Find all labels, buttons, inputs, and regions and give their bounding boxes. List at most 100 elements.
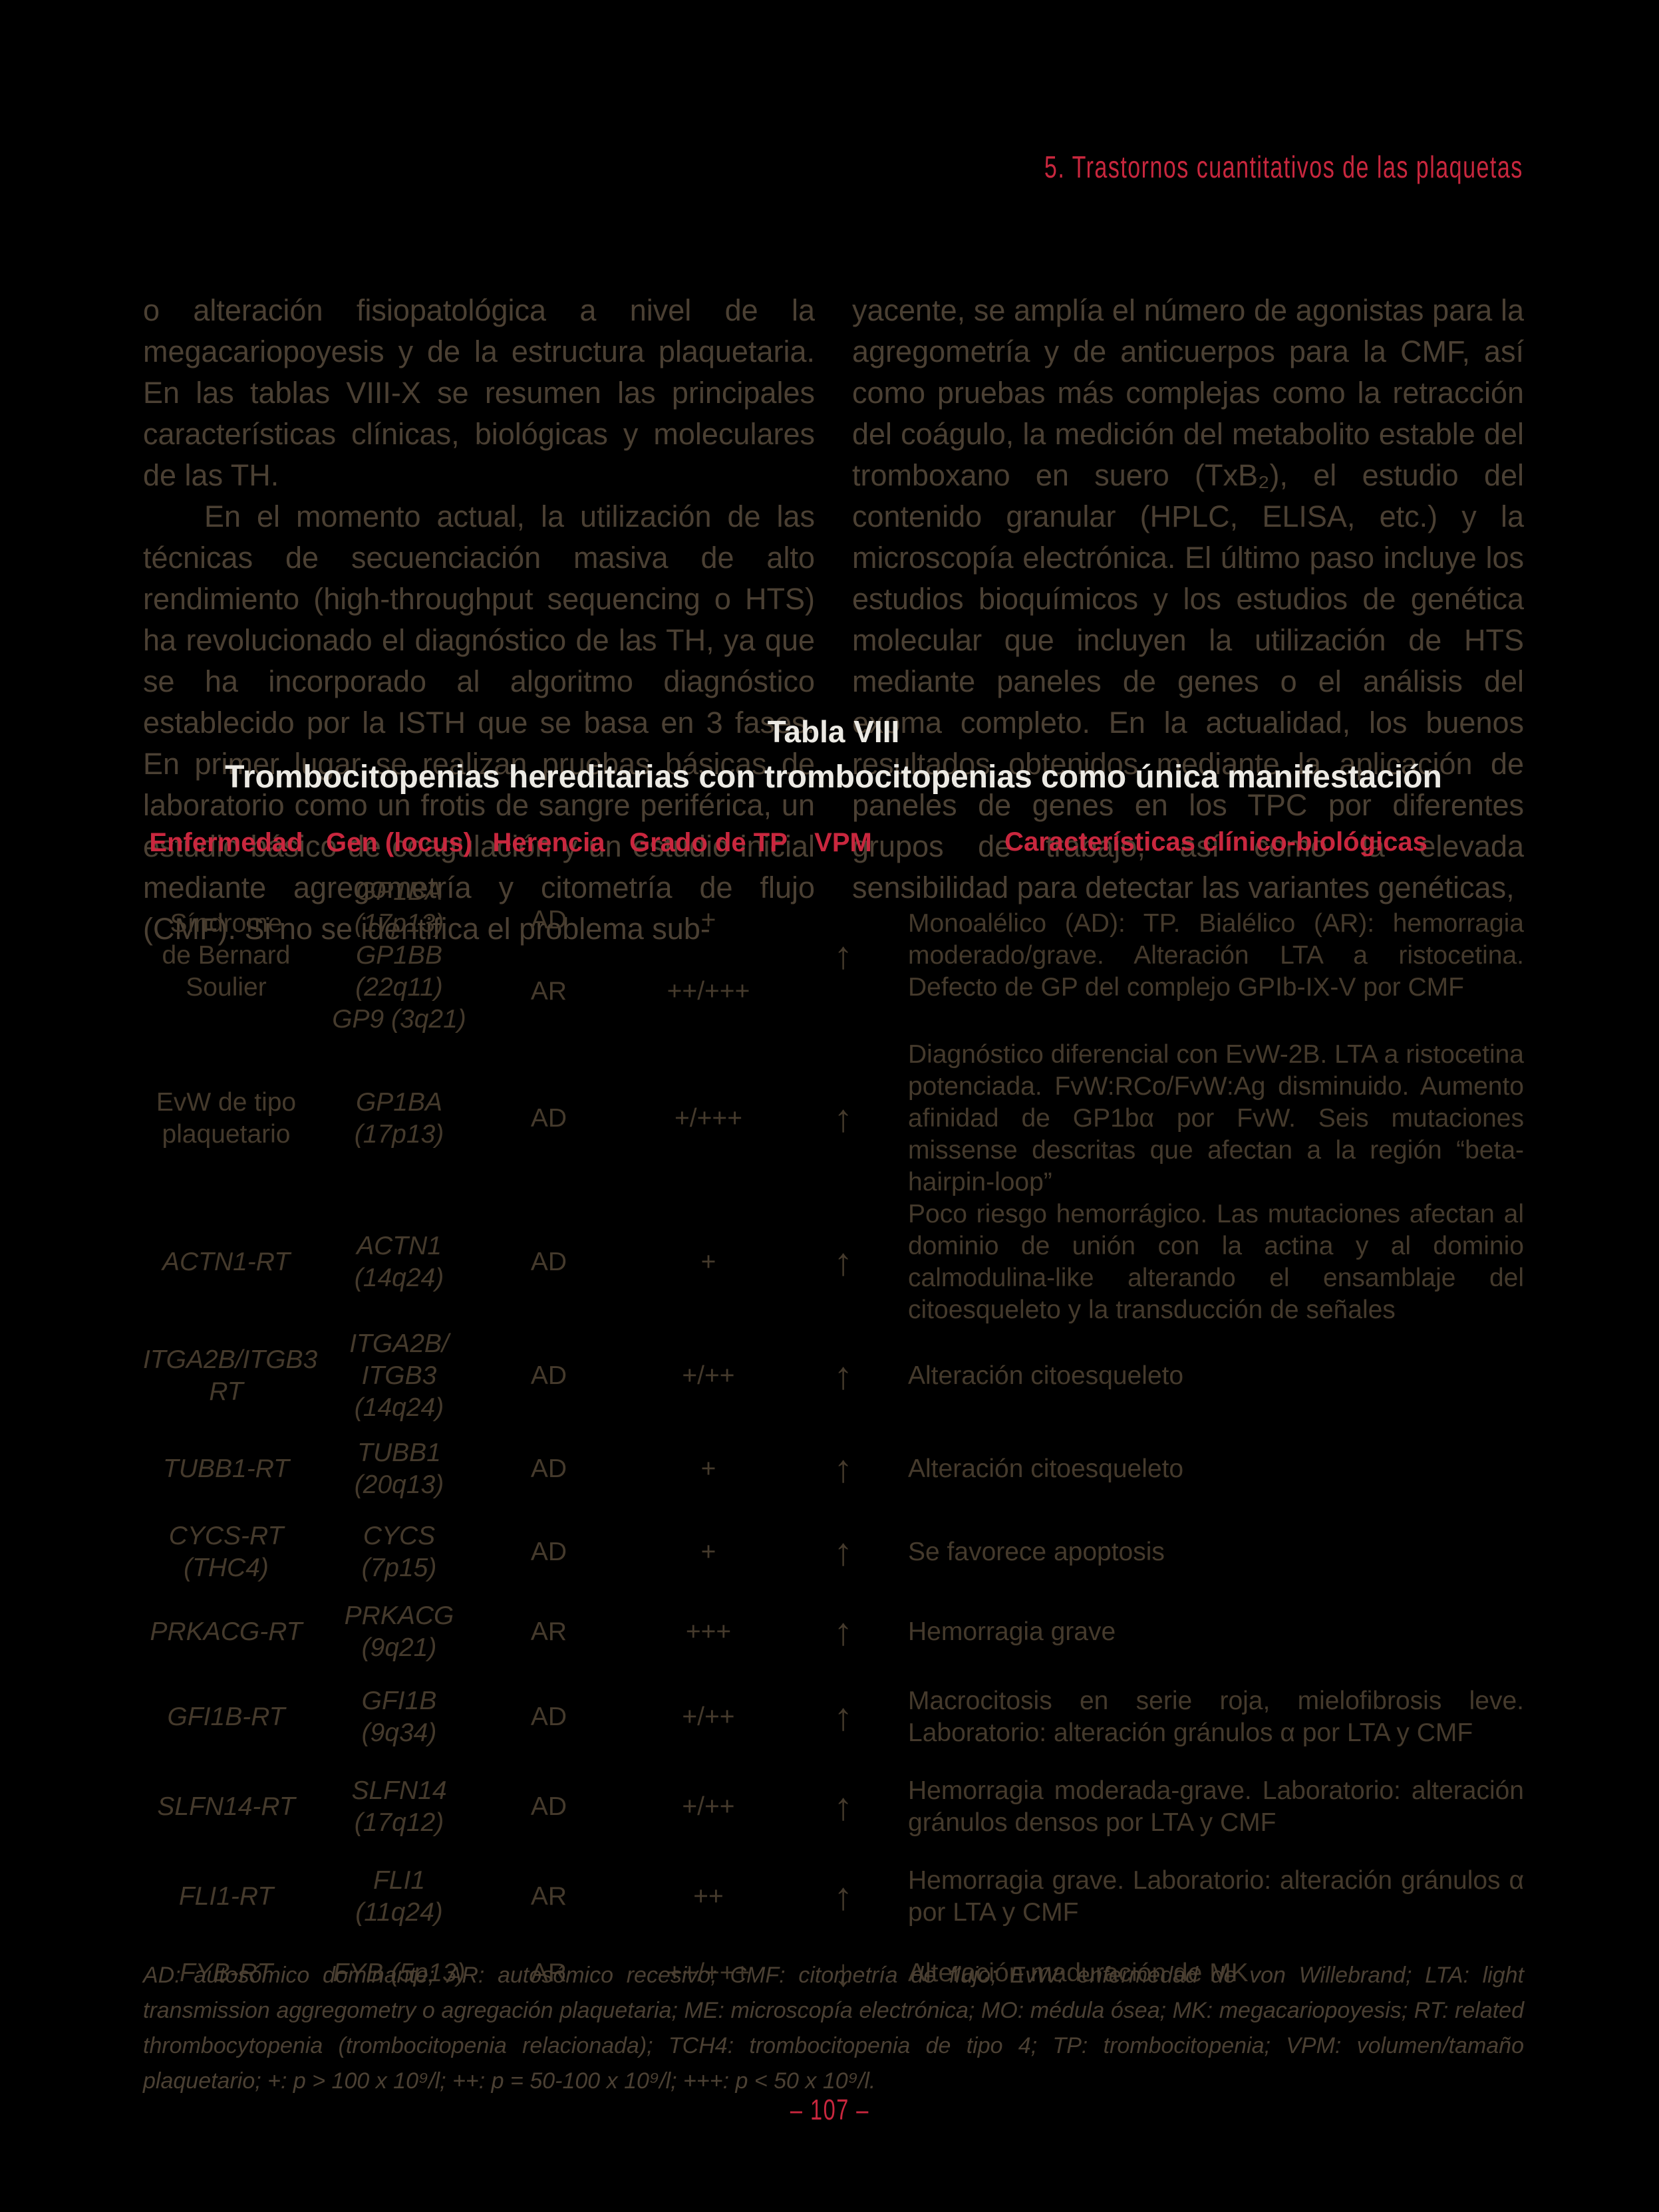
cell-gen-locus-line: (9q21) xyxy=(361,1633,437,1662)
cell-enfermedad-line: (THC4) xyxy=(184,1554,269,1582)
arrow-up-icon: ↑ xyxy=(833,1097,853,1140)
arrow-up-icon: ↑ xyxy=(833,1354,853,1397)
paragraph: o alteración fisiopatológica a nivel de … xyxy=(143,293,815,492)
table-row: ACTN1-RT ACTN1 (14q24) AD + ↑ Poco riesgo hemo… xyxy=(143,1198,1524,1326)
cell-grado-tp-value: ++/+++ xyxy=(667,1958,750,1987)
cell-enfermedad-line: RT xyxy=(209,1377,243,1406)
cell-gen-locus: TUBB1 (20q13) xyxy=(309,1437,489,1501)
page-number: – 107 – xyxy=(0,2094,1659,2127)
table-row: EvW de tipo plaquetario GP1BA (17p13) AD +/++… xyxy=(143,1039,1524,1198)
cell-enfermedad: GFI1B-RT xyxy=(143,1701,309,1733)
cell-herencia-value: AD xyxy=(530,1702,567,1731)
table-row: FYB-RT FYB (5p13) AR ++/+++ ↓ Alteración madu… xyxy=(143,1941,1524,2005)
cell-caracteristicas: Hemorragia grave. Laboratorio: alteració… xyxy=(908,1866,1524,1927)
cell-gen-locus: GP1BA (17p13) GP1BB (22q11) GP9 (3q21) xyxy=(309,876,489,1036)
cell-enfermedad-line: PRKACG-RT xyxy=(150,1617,303,1646)
cell-grado-tp-value: + xyxy=(700,905,716,934)
cell-enfermedad: EvW de tipo plaquetario xyxy=(143,1087,309,1151)
cell-gen-locus-line: CYCS xyxy=(363,1522,436,1550)
cell-grado-tp: +/++ xyxy=(609,1791,808,1823)
cell-herencia: AD xyxy=(489,1701,609,1733)
cell-enfermedad-line: FYB-RT xyxy=(179,1958,273,1987)
col-header-vpm: VPM xyxy=(814,828,872,857)
col-header-grado-tp: Grado de TP xyxy=(629,828,788,857)
cell-gen-locus-line: (17q12) xyxy=(354,1808,444,1837)
cell-grado-tp-value: +/+++ xyxy=(675,1104,742,1133)
cell-grado-tp-value: + xyxy=(700,1248,716,1276)
cell-gen-locus-line: (14q24) xyxy=(354,1393,444,1422)
cell-gen-locus: ACTN1 (14q24) xyxy=(309,1230,489,1294)
cell-caracteristicas: Poco riesgo hemorrágico. Las mutaciones … xyxy=(908,1200,1524,1324)
cell-gen-locus: CYCS (7p15) xyxy=(309,1520,489,1584)
arrow-up-icon: ↑ xyxy=(833,1695,853,1738)
cell-enfermedad-line: SLFN14-RT xyxy=(157,1792,295,1821)
col-header-gen-locus: Gen (locus) xyxy=(325,828,473,857)
body-column-left: o alteración fisiopatológica a nivel de … xyxy=(143,290,815,950)
cell-gen-locus-line: FYB (5p13) xyxy=(333,1958,466,1987)
cell-herencia-value: AD xyxy=(530,1361,567,1390)
cell-gen-locus-line: (17p13) xyxy=(354,1120,444,1149)
cell-herencia-value: AD xyxy=(530,905,567,934)
cell-gen-locus-line: (14q24) xyxy=(354,1264,444,1292)
cell-herencia: AD xyxy=(489,1453,609,1485)
cell-gen-locus-line: (11q24) xyxy=(355,1897,443,1927)
cell-caracteristicas: Macrocitosis en serie roja, mielofibrosi… xyxy=(908,1686,1524,1747)
arrow-up-icon: ↑ xyxy=(833,1874,853,1918)
cell-herencia: AD xyxy=(489,1360,609,1392)
cell-caracteristicas: Alteración citoesqueleto xyxy=(908,1361,1184,1390)
table-viii: Tabla VIII Trombocitopenias hereditarias… xyxy=(143,713,1524,2005)
cell-grado-tp: ++/+++ xyxy=(609,1957,808,1989)
table-row: Síndrome de Bernard Soulier GP1BA (17p13) GP1… xyxy=(143,873,1524,1039)
table-row: GFI1B-RT GFI1B (9q34) AD +/++ ↑ Macrocitosis e… xyxy=(143,1672,1524,1762)
cell-herencia-value: AD xyxy=(530,1454,567,1483)
cell-herencia-value: AR xyxy=(530,1881,567,1911)
cell-gen-locus-line: (7p15) xyxy=(361,1554,437,1582)
cell-caracteristicas: Alteración maduración de MK xyxy=(908,1958,1249,1987)
cell-enfermedad-line: GFI1B-RT xyxy=(167,1702,285,1731)
table-row: FLI1-RT FLI1 (11q24) AR ++ ↑ Hemorragia grave.… xyxy=(143,1852,1524,1941)
cell-herencia: AR xyxy=(489,1957,609,1989)
cell-grado-tp: +/++ xyxy=(609,1701,808,1733)
cell-gen-locus-line: TUBB1 xyxy=(357,1439,441,1467)
cell-grado-tp-value: ++ xyxy=(693,1881,724,1911)
cell-herencia-value: AD xyxy=(530,1792,567,1821)
cell-gen-locus: SLFN14 (17q12) xyxy=(309,1775,489,1839)
cell-grado-tp: +++ xyxy=(609,1616,808,1648)
cell-caracteristicas: Monoalélico (AD): TP. Bialélico (AR): he… xyxy=(908,909,1524,1002)
table-header-row: Enfermedad Gen (locus) Herencia Grado de… xyxy=(143,826,1524,858)
arrow-up-icon: ↑ xyxy=(833,1610,853,1653)
cell-herencia: AD AR xyxy=(489,873,609,1039)
cell-enfermedad-line: CYCS-RT xyxy=(168,1522,284,1550)
cell-grado-tp: + xyxy=(609,1246,808,1278)
cell-gen-locus-line: (20q13) xyxy=(354,1470,444,1499)
cell-caracteristicas: Se favorece apoptosis xyxy=(908,1538,1165,1566)
cell-caracteristicas: Hemorragia moderada-grave. Laboratorio: … xyxy=(908,1776,1524,1837)
cell-herencia: AD xyxy=(489,1103,609,1135)
cell-herencia-value: AD xyxy=(530,1538,567,1566)
cell-gen-locus-line: GFI1B xyxy=(361,1686,437,1715)
cell-gen-locus-line: ITGB3 xyxy=(361,1361,437,1390)
table-row: SLFN14-RT SLFN14 (17q12) AD +/++ ↑ Hemorragia … xyxy=(143,1762,1524,1852)
cell-gen-locus-line: GP9 (3q21) xyxy=(332,1005,466,1034)
cell-enfermedad: ACTN1-RT xyxy=(143,1246,309,1278)
arrow-up-icon: ↑ xyxy=(833,1530,853,1574)
cell-enfermedad: FLI1-RT xyxy=(143,1881,309,1913)
cell-caracteristicas: Hemorragia grave xyxy=(908,1617,1116,1646)
cell-grado-tp: +/+++ xyxy=(609,1103,808,1135)
cell-grado-tp: +/++ xyxy=(609,1360,808,1392)
cell-grado-tp: + xyxy=(609,1536,808,1568)
cell-gen-locus-line: (9q34) xyxy=(361,1718,437,1747)
cell-enfermedad-line: Soulier xyxy=(186,973,267,1002)
cell-grado-tp: ++ xyxy=(609,1881,808,1913)
cell-enfermedad-line: Síndrome xyxy=(170,909,283,938)
cell-enfermedad-line: ITGA2B/ITGB3 xyxy=(143,1345,318,1374)
arrow-up-icon: ↑ xyxy=(833,934,853,977)
cell-enfermedad: ITGA2B/ITGB3 RT xyxy=(143,1344,318,1408)
cell-grado-tp-value: +++ xyxy=(685,1617,732,1646)
cell-enfermedad-line: de Bernard xyxy=(162,941,291,970)
cell-enfermedad: PRKACG-RT xyxy=(143,1616,309,1648)
cell-grado-tp-value: +/++ xyxy=(682,1792,735,1821)
cell-enfermedad-line: ACTN1-RT xyxy=(162,1248,291,1276)
body-text: o alteración fisiopatológica a nivel de … xyxy=(143,290,1524,950)
col-header-caracteristicas: Características clínico-biológicas xyxy=(1004,827,1428,857)
